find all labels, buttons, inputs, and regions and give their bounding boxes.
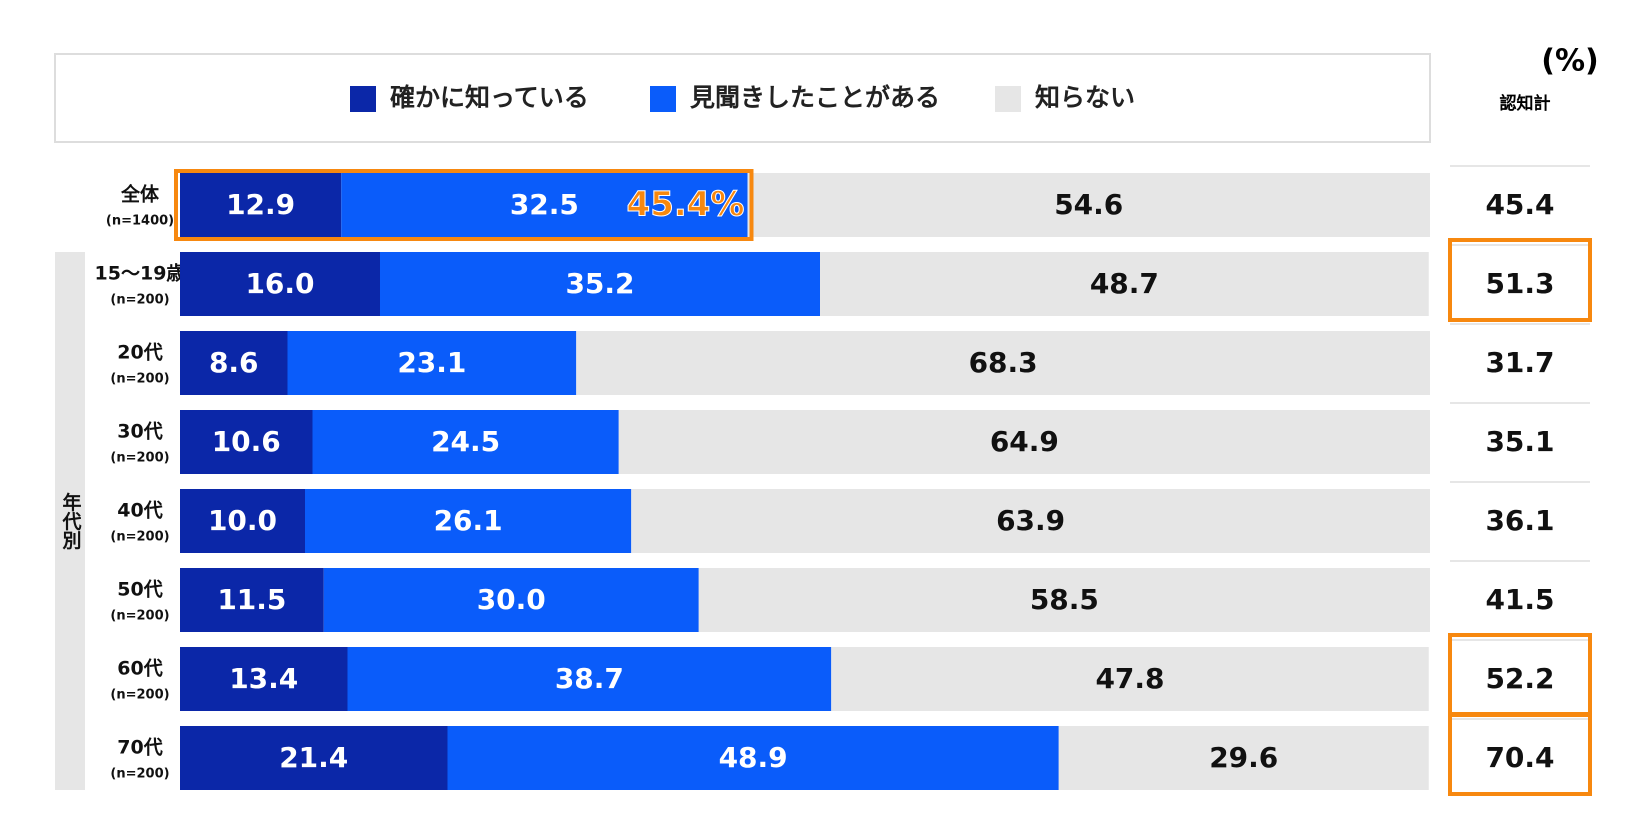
value-label: 63.9 [996, 504, 1065, 537]
legend-label: 見聞きしたことがある [690, 83, 940, 112]
bar-segment [180, 331, 288, 395]
category-label: 60代 [117, 658, 162, 680]
total-value: 70.4 [1485, 741, 1554, 774]
legend-box [54, 53, 1431, 143]
value-label: 16.0 [245, 267, 314, 300]
bar-segment [287, 331, 577, 395]
legend-label: 知らない [1035, 83, 1135, 112]
value-label: 48.9 [719, 741, 788, 774]
value-label: 8.6 [209, 346, 259, 379]
bar-segment [180, 173, 342, 237]
bar-segment [180, 489, 305, 553]
bar-segment [180, 252, 380, 316]
highlight-box [1448, 238, 1592, 322]
bar-segment [380, 252, 820, 316]
bar-segment [323, 568, 699, 632]
category-label: 全体 [120, 183, 160, 206]
category-label: 70代 [117, 737, 162, 759]
value-label: 26.1 [434, 504, 503, 537]
highlight-box [174, 169, 754, 241]
bar-segment [447, 726, 1059, 790]
total-value: 36.1 [1485, 504, 1554, 537]
value-label: 30.0 [477, 583, 546, 616]
bar-segment [341, 173, 748, 237]
value-label: 48.7 [1090, 267, 1159, 300]
total-value: 51.3 [1485, 267, 1554, 300]
bar-segment [698, 568, 1430, 632]
value-label: 64.9 [990, 425, 1059, 458]
category-label: 20代 [117, 342, 162, 364]
category-label: 30代 [117, 421, 162, 443]
bar-segment [831, 647, 1429, 711]
category-label: 50代 [117, 579, 162, 601]
value-label: 13.4 [229, 662, 298, 695]
sample-size: (n=200) [110, 767, 169, 782]
unit-label: (%) [1541, 44, 1598, 79]
bar-segment [618, 410, 1430, 474]
value-label: 21.4 [279, 741, 348, 774]
bar-segment [631, 489, 1430, 553]
value-label: 10.6 [212, 425, 281, 458]
sample-size: (n=200) [110, 688, 169, 703]
group-label: 年代別 [60, 491, 83, 550]
legend-swatch [650, 86, 676, 112]
sample-size: (n=200) [110, 293, 169, 308]
value-label: 29.6 [1209, 741, 1278, 774]
bar-segment [180, 410, 313, 474]
value-label: 68.3 [969, 346, 1038, 379]
bar-segment [820, 252, 1429, 316]
bar-segment [576, 331, 1430, 395]
bar-segment [305, 489, 632, 553]
total-header: 認知計 [1500, 93, 1551, 114]
value-label: 38.7 [555, 662, 624, 695]
legend-swatch [350, 86, 376, 112]
value-label: 54.6 [1054, 188, 1123, 221]
total-value: 35.1 [1485, 425, 1554, 458]
total-value: 52.2 [1485, 662, 1554, 695]
sample-size: (n=1400) [106, 214, 174, 229]
bar-segment [180, 647, 348, 711]
bar-segment [180, 726, 448, 790]
bar-segment [180, 568, 324, 632]
bar-segment [1058, 726, 1429, 790]
group-band [55, 252, 85, 790]
sample-size: (n=200) [110, 530, 169, 545]
value-label: 11.5 [217, 583, 286, 616]
value-label: 47.8 [1095, 662, 1164, 695]
total-value: 41.5 [1485, 583, 1554, 616]
sample-size: (n=200) [110, 451, 169, 466]
value-label: 10.0 [208, 504, 277, 537]
sample-size: (n=200) [110, 372, 169, 387]
value-label: 58.5 [1030, 583, 1099, 616]
value-label: 23.1 [397, 346, 466, 379]
legend-swatch [995, 86, 1021, 112]
total-value: 31.7 [1485, 346, 1554, 379]
bar-segment [312, 410, 619, 474]
value-label: 32.5 [510, 188, 579, 221]
total-value: 45.4 [1485, 188, 1554, 221]
legend-label: 確かに知っている [390, 83, 589, 112]
value-label: 24.5 [431, 425, 500, 458]
bar-segment [747, 173, 1430, 237]
sample-size: (n=200) [110, 609, 169, 624]
value-label: 12.9 [226, 188, 295, 221]
highlight-box [1448, 712, 1592, 796]
category-label: 40代 [117, 500, 162, 522]
annotation: 45.4% [627, 185, 745, 225]
bar-segment [347, 647, 832, 711]
value-label: 35.2 [565, 267, 634, 300]
category-label: 15～19歳 [95, 263, 186, 285]
